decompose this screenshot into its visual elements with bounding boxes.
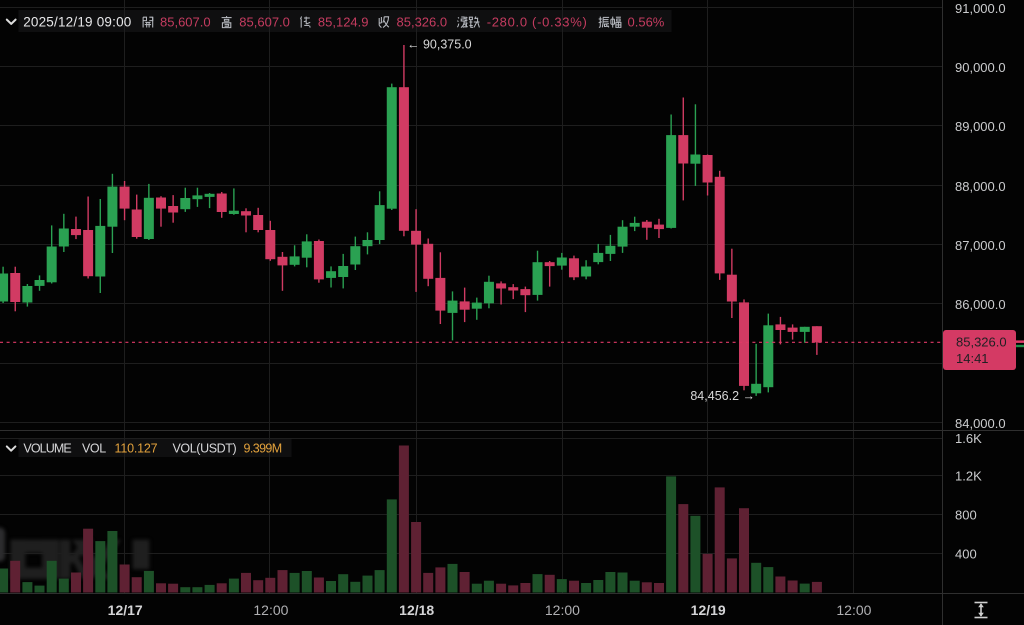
svg-text:86,000.0: 86,000.0 [955, 297, 1006, 312]
svg-text:800: 800 [955, 508, 977, 523]
svg-text:84,000.0: 84,000.0 [955, 416, 1006, 431]
svg-text:12:00: 12:00 [545, 602, 580, 618]
svg-text:1.2K: 1.2K [955, 469, 982, 484]
svg-text:110.127: 110.127 [115, 442, 158, 456]
svg-text:85,326.0: 85,326.0 [956, 335, 1007, 350]
svg-text:12/19: 12/19 [691, 602, 726, 618]
svg-text:VOL(USDT): VOL(USDT) [173, 442, 237, 456]
svg-text:1.6K: 1.6K [955, 431, 982, 446]
svg-text:12:00: 12:00 [253, 602, 288, 618]
svg-text:12/17: 12/17 [108, 602, 143, 618]
svg-text:90,000.0: 90,000.0 [955, 60, 1006, 75]
svg-text:85,124.9: 85,124.9 [318, 15, 369, 30]
svg-text:2025/12/19 09:00: 2025/12/19 09:00 [23, 15, 131, 30]
svg-text:9.399M: 9.399M [244, 442, 282, 456]
svg-text:VOL: VOL [82, 442, 106, 456]
svg-text:85,607.0: 85,607.0 [239, 15, 290, 30]
svg-text:89,000.0: 89,000.0 [955, 119, 1006, 134]
svg-text:84,456.2 →: 84,456.2 → [690, 389, 755, 403]
svg-text:85,607.0: 85,607.0 [160, 15, 211, 30]
svg-text:12/18: 12/18 [399, 602, 434, 618]
svg-text:400: 400 [955, 547, 977, 562]
svg-text:0.56%: 0.56% [628, 15, 665, 30]
svg-text:14:41: 14:41 [956, 351, 989, 366]
svg-text:85,326.0: 85,326.0 [397, 15, 448, 30]
svg-text:91,000.0: 91,000.0 [955, 1, 1006, 16]
svg-text:-280.0 (-0.33%): -280.0 (-0.33%) [487, 15, 588, 30]
svg-text:VOLUME: VOLUME [23, 442, 71, 456]
svg-text:← 90,375.0: ← 90,375.0 [407, 38, 472, 52]
svg-text:88,000.0: 88,000.0 [955, 179, 1006, 194]
svg-text:12:00: 12:00 [836, 602, 871, 618]
svg-text:87,000.0: 87,000.0 [955, 238, 1006, 253]
